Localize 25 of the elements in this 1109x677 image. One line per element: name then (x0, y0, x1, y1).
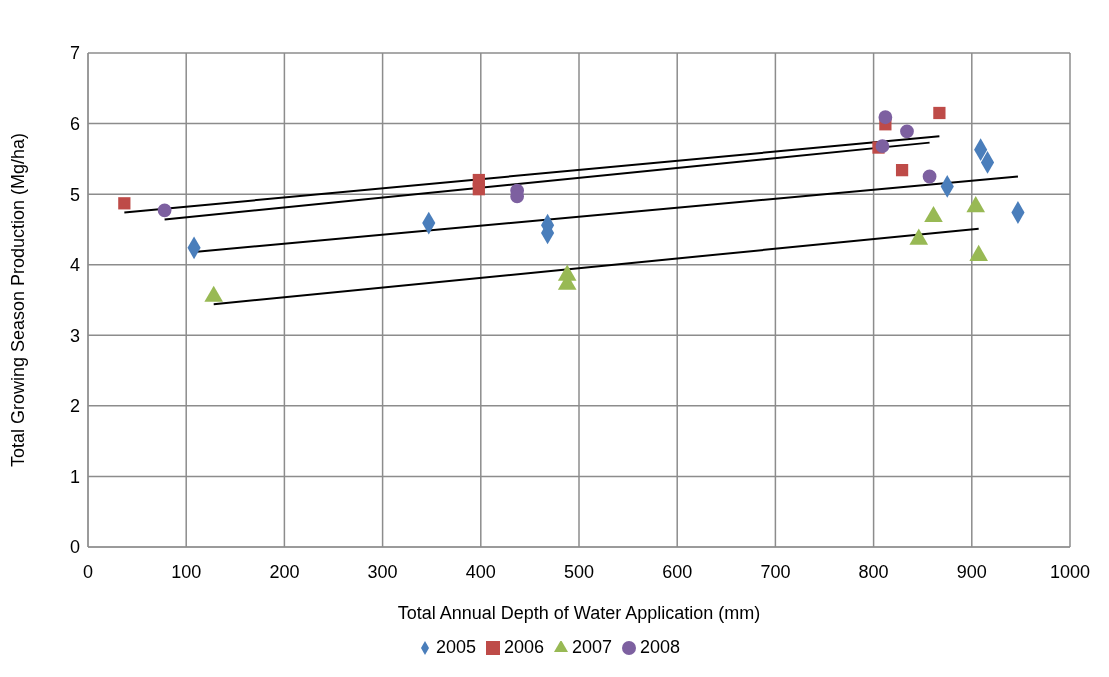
y-tick-label: 5 (69, 184, 80, 205)
x-tick-label: 500 (563, 561, 595, 582)
x-tick-label: 0 (82, 561, 94, 582)
x-axis-title: Total Annual Depth of Water Application (mm) (397, 603, 761, 623)
legend-label: 2005 (435, 637, 476, 657)
x-tick-label: 300 (367, 561, 398, 582)
x-tick-label: 900 (956, 561, 987, 582)
y-tick-label: 3 (69, 325, 80, 346)
y-tick-label: 0 (69, 537, 80, 558)
x-tick-label: 100 (171, 561, 202, 582)
y-tick-label: 2 (69, 396, 80, 417)
x-tick-label: 600 (662, 561, 693, 582)
legend-label: 2007 (572, 637, 613, 657)
y-tick-label: 6 (69, 113, 80, 134)
legend-label: 2006 (503, 637, 544, 657)
y-tick-label: 1 (69, 466, 80, 487)
x-tick-label: 200 (269, 561, 300, 582)
x-tick-label: 400 (465, 561, 496, 582)
x-tick-label: 700 (760, 561, 791, 582)
x-tick-label: 800 (858, 561, 889, 582)
x-tick-label: 1000 (1049, 561, 1091, 582)
y-axis-title: Total Growing Season Production (Mg/ha) (8, 132, 29, 468)
legend-label: 2008 (640, 637, 681, 657)
y-tick-label: 7 (69, 43, 80, 64)
y-tick-label: 4 (69, 255, 80, 276)
